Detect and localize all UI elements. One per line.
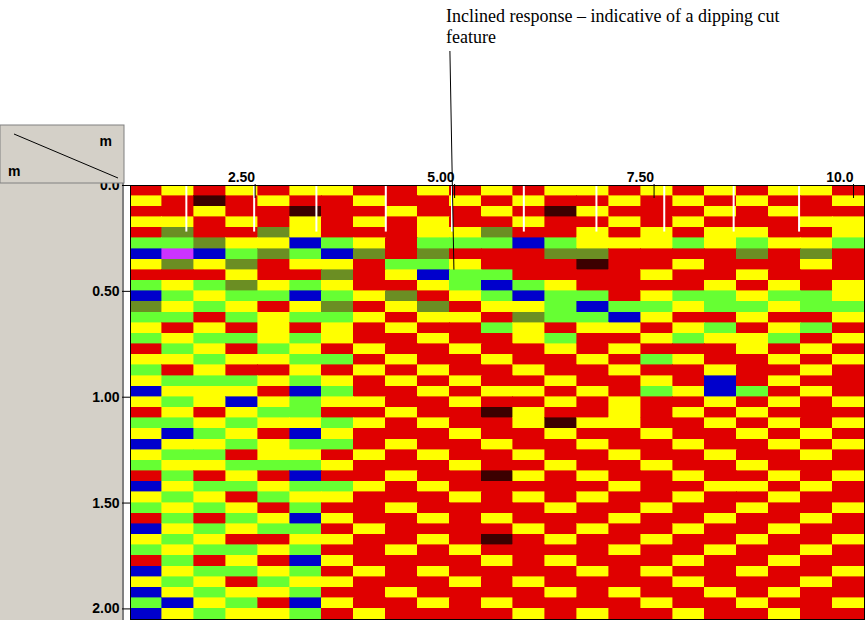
svg-text:1.00: 1.00 <box>92 389 119 405</box>
svg-text:0.50: 0.50 <box>92 283 119 299</box>
svg-text:m: m <box>8 163 20 179</box>
svg-text:10.0: 10.0 <box>826 169 853 185</box>
svg-text:2.00: 2.00 <box>92 600 119 616</box>
html-text:Inclined response – indicative: Inclined response – indicative of a dipp… <box>446 6 780 47</box>
svg-text:m: m <box>100 133 112 149</box>
svg-text:1.50: 1.50 <box>92 495 119 511</box>
svg-text:2.50: 2.50 <box>228 169 255 185</box>
svg-text:5.00: 5.00 <box>427 169 454 185</box>
svg-text:0.0: 0.0 <box>100 177 120 193</box>
svg-text:7.50: 7.50 <box>627 169 654 185</box>
